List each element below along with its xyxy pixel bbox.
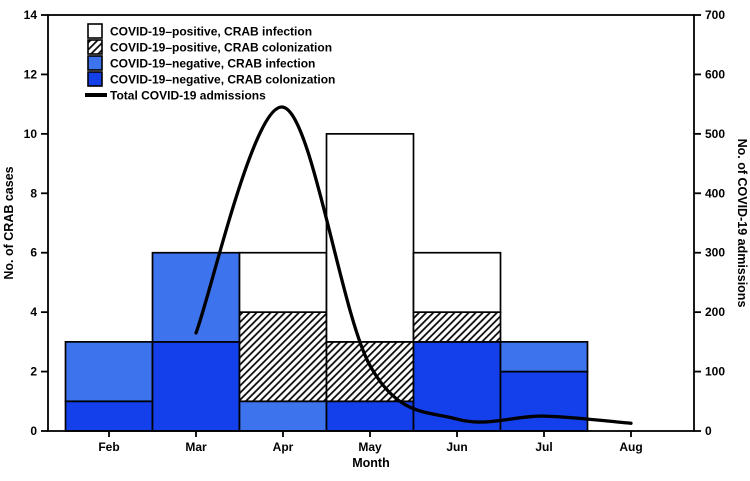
legend-label: COVID-19–negative, CRAB infection [110,57,315,71]
left-axis-tick-label: 6 [30,246,37,260]
bar-segment [412,311,502,343]
right-axis-tick-label: 0 [705,424,712,438]
bar-segment [151,251,241,343]
x-axis-tick-label: May [358,440,382,454]
x-axis-tick-label: Jul [535,440,552,454]
x-axis-tick-label: Apr [273,440,294,454]
bar-segment [238,251,328,313]
right-axis-tick-label: 100 [705,365,725,379]
bar-segment [238,400,328,432]
right-axis-tick-label: 500 [705,127,725,141]
left-axis-tick-label: 4 [30,305,37,319]
x-axis-tick-label: Jun [446,440,467,454]
bar-segment [325,341,415,403]
bar-segment [499,370,589,432]
legend-box-swatch-icon [87,23,103,39]
bar-segment [64,400,154,432]
plot-box [47,14,695,432]
bar-segment [325,400,415,432]
right-axis-title: No. of COVID-19 admissions [735,139,749,308]
bar-segment [412,341,502,432]
bar-segment [412,251,502,313]
left-axis-tick-label: 0 [30,424,37,438]
bar-segment [325,133,415,343]
right-axis-tick-label: 300 [705,246,725,260]
bar-segment [238,311,328,403]
left-axis-tick-label: 10 [24,127,38,141]
left-axis-tick-label: 14 [24,8,38,22]
right-axis-tick-label: 700 [705,8,725,22]
x-axis-tick-label: Mar [185,440,207,454]
left-axis-tick-label: 2 [30,365,37,379]
bar-segment [151,341,241,432]
left-axis-tick-label: 12 [24,67,38,81]
bar-segment [499,341,589,373]
bar-segment [64,341,154,403]
x-axis-tick-label: Feb [98,440,119,454]
legend-label: COVID-19–positive, CRAB colonization [110,41,332,55]
right-axis-tick-label: 200 [705,305,725,319]
legend-box-swatch-icon [87,71,103,87]
left-axis-tick-label: 8 [30,186,37,200]
x-axis-tick-label: Aug [619,440,642,454]
right-axis-tick-label: 600 [705,67,725,81]
legend-hatch-swatch-icon [87,39,103,55]
legend-label: COVID-19–positive, CRAB infection [110,25,312,39]
legend-box-swatch-icon [87,55,103,71]
legend-label: Total COVID-19 admissions [110,89,266,103]
left-axis-title: No. of CRAB cases [2,166,16,279]
x-axis-title: Month [352,456,389,470]
legend-label: COVID-19–negative, CRAB colonization [110,73,335,87]
total-admissions-line [194,105,633,425]
right-axis-tick-label: 400 [705,186,725,200]
